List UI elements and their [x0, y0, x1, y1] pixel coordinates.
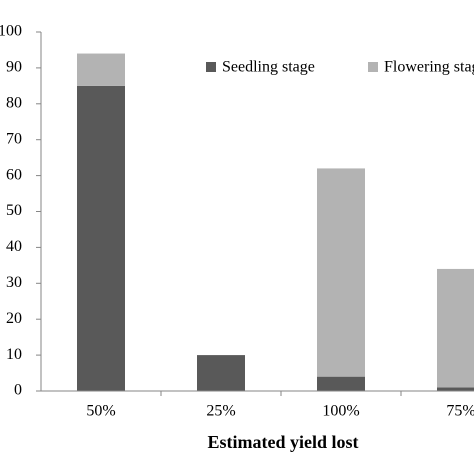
x-axis-title: Estimated yield lost — [208, 432, 359, 452]
bar-segment — [437, 268, 474, 388]
bar-segment — [437, 387, 474, 391]
y-tick-label: 50 — [6, 202, 22, 219]
x-tick-label: 25% — [206, 403, 235, 420]
y-tick-label: 80 — [6, 94, 22, 111]
x-tick-label: 100% — [322, 403, 359, 420]
bar-segment — [317, 376, 365, 391]
legend-label: Flowering stage — [384, 59, 474, 76]
bar-segment — [317, 168, 365, 377]
y-tick-label: 100 — [0, 23, 22, 40]
y-tick-label: 70 — [6, 130, 22, 147]
x-tick-label: 50% — [86, 403, 115, 420]
y-tick-label: 30 — [6, 274, 22, 291]
legend-label: Seedling stage — [222, 59, 315, 76]
bar-segment — [77, 85, 125, 391]
y-tick-label: 10 — [6, 346, 22, 363]
legend-swatch — [368, 62, 378, 72]
legend-swatch — [206, 62, 216, 72]
bar-segment — [197, 355, 245, 391]
y-tick-label: 90 — [6, 59, 22, 76]
y-tick-label: 60 — [6, 166, 22, 183]
bar-segment — [77, 53, 125, 86]
y-tick-label: 20 — [6, 310, 22, 327]
y-tick-label: 40 — [6, 238, 22, 255]
y-tick-label: 0 — [14, 382, 22, 399]
x-tick-label: 75% — [446, 403, 474, 420]
